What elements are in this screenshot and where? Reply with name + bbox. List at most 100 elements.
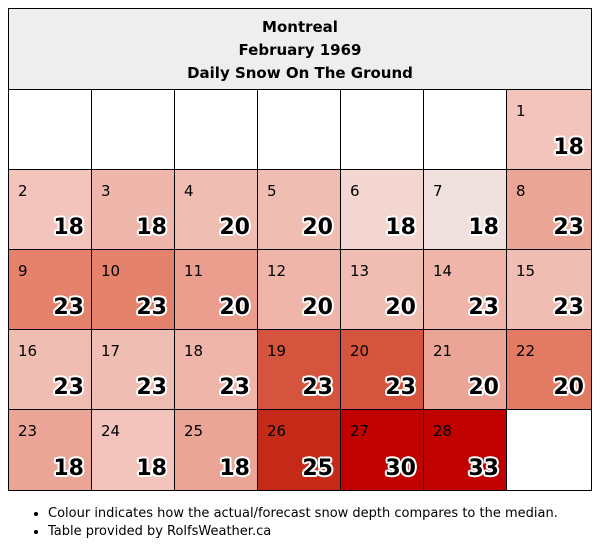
day-cell: 23 18 [9, 410, 92, 490]
day-number: 6 [350, 182, 360, 200]
day-number: 13 [350, 262, 370, 280]
day-number: 1 [516, 102, 526, 120]
day-number: 9 [18, 262, 28, 280]
snow-depth-value: 25 [302, 456, 333, 481]
day-cell: 7 18 [424, 170, 507, 250]
calendar-grid: 1 18 2 18 3 18 4 20 5 20 6 18 7 18 8 23 9 23 10 23 11 20 12 20 1… [9, 90, 591, 490]
snow-depth-value: 20 [302, 215, 333, 240]
day-cell: 11 20 [175, 250, 258, 330]
empty-cell [341, 90, 424, 170]
day-number: 22 [516, 342, 536, 360]
snow-depth-value: 23 [302, 375, 333, 400]
day-cell: 25 18 [175, 410, 258, 490]
day-cell: 13 20 [341, 250, 424, 330]
day-cell: 21 20 [424, 330, 507, 410]
day-cell: 19 23 [258, 330, 341, 410]
day-cell: 28 33 [424, 410, 507, 490]
snow-depth-value: 20 [219, 295, 250, 320]
day-number: 12 [267, 262, 287, 280]
city-title: Montreal [262, 18, 338, 36]
day-number: 14 [433, 262, 453, 280]
day-number: 20 [350, 342, 370, 360]
day-number: 27 [350, 422, 370, 440]
snow-depth-value: 23 [385, 375, 416, 400]
day-number: 16 [18, 342, 38, 360]
day-cell: 26 25 [258, 410, 341, 490]
day-number: 17 [101, 342, 121, 360]
day-number: 23 [18, 422, 38, 440]
day-number: 3 [101, 182, 111, 200]
empty-cell [9, 90, 92, 170]
day-number: 25 [184, 422, 204, 440]
day-number: 21 [433, 342, 453, 360]
snow-depth-value: 23 [53, 295, 84, 320]
day-number: 4 [184, 182, 194, 200]
day-cell: 24 18 [92, 410, 175, 490]
day-cell: 18 23 [175, 330, 258, 410]
day-cell: 10 23 [92, 250, 175, 330]
day-cell: 4 20 [175, 170, 258, 250]
day-number: 7 [433, 182, 443, 200]
snow-depth-value: 18 [219, 456, 250, 481]
day-cell: 2 18 [9, 170, 92, 250]
snow-depth-value: 23 [553, 295, 584, 320]
day-number: 18 [184, 342, 204, 360]
day-number: 28 [433, 422, 453, 440]
day-number: 26 [267, 422, 287, 440]
empty-cell [507, 410, 591, 490]
snow-depth-value: 20 [553, 375, 584, 400]
day-cell: 3 18 [92, 170, 175, 250]
snow-depth-value: 20 [302, 295, 333, 320]
day-number: 2 [18, 182, 28, 200]
empty-cell [92, 90, 175, 170]
snow-depth-value: 23 [136, 375, 167, 400]
empty-cell [424, 90, 507, 170]
snow-depth-value: 18 [136, 215, 167, 240]
day-cell: 14 23 [424, 250, 507, 330]
day-cell: 20 23 [341, 330, 424, 410]
day-cell: 15 23 [507, 250, 591, 330]
snow-depth-value: 20 [385, 295, 416, 320]
day-number: 19 [267, 342, 287, 360]
snow-depth-value: 18 [53, 215, 84, 240]
month-title: February 1969 [238, 41, 362, 59]
day-number: 15 [516, 262, 536, 280]
calendar-table: Montreal February 1969 Daily Snow On The… [8, 8, 592, 491]
snow-depth-value: 18 [53, 456, 84, 481]
snow-depth-value: 23 [219, 375, 250, 400]
chart-subtitle: Daily Snow On The Ground [187, 64, 413, 82]
snow-depth-value: 18 [136, 456, 167, 481]
day-number: 10 [101, 262, 121, 280]
calendar-header: Montreal February 1969 Daily Snow On The… [9, 9, 591, 90]
day-cell: 5 20 [258, 170, 341, 250]
day-cell: 16 23 [9, 330, 92, 410]
snow-depth-value: 20 [219, 215, 250, 240]
snow-depth-value: 30 [385, 456, 416, 481]
day-cell: 17 23 [92, 330, 175, 410]
day-number: 11 [184, 262, 204, 280]
notes-list: Colour indicates how the actual/forecast… [30, 505, 558, 541]
day-cell: 9 23 [9, 250, 92, 330]
day-number: 24 [101, 422, 121, 440]
day-cell: 12 20 [258, 250, 341, 330]
note-item-colour: Colour indicates how the actual/forecast… [48, 505, 558, 523]
snow-depth-value: 23 [468, 295, 499, 320]
snow-depth-value: 23 [136, 295, 167, 320]
note-item-credit: Table provided by RolfsWeather.ca [48, 523, 558, 541]
day-cell: 6 18 [341, 170, 424, 250]
snow-depth-value: 18 [553, 135, 584, 160]
day-number: 5 [267, 182, 277, 200]
day-cell: 8 23 [507, 170, 591, 250]
snow-depth-value: 18 [385, 215, 416, 240]
empty-cell [258, 90, 341, 170]
empty-cell [175, 90, 258, 170]
day-cell: 1 18 [507, 90, 591, 170]
day-cell: 27 30 [341, 410, 424, 490]
snow-depth-value: 18 [468, 215, 499, 240]
snow-depth-value: 23 [53, 375, 84, 400]
day-cell: 22 20 [507, 330, 591, 410]
snow-depth-value: 33 [468, 456, 499, 481]
day-number: 8 [516, 182, 526, 200]
snow-depth-value: 23 [553, 215, 584, 240]
snow-depth-value: 20 [468, 375, 499, 400]
